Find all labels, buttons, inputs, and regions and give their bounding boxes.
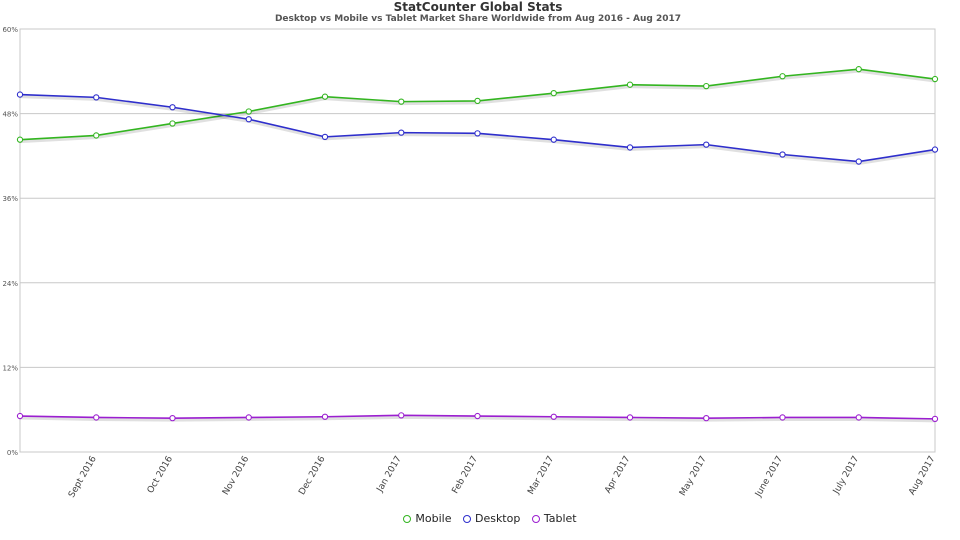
data-point-desktop (550, 136, 557, 143)
y-tick-label: 12% (2, 364, 18, 372)
data-point-desktop (93, 94, 100, 101)
chart-subtitle: Desktop vs Mobile vs Tablet Market Share… (274, 14, 682, 24)
legend-item-tablet[interactable]: Tablet (527, 512, 577, 525)
y-tick-label: 36% (2, 195, 18, 203)
data-point-desktop (169, 104, 176, 111)
x-tick-label: Mar 2017 (526, 455, 556, 497)
data-point-tablet (703, 415, 710, 422)
y-tick-label: 24% (2, 280, 18, 288)
x-tick-label: May 2017 (678, 455, 709, 498)
legend-label-mobile: Mobile (415, 512, 452, 525)
plot-area (19, 28, 936, 453)
x-tick-label: Apr 2017 (603, 455, 632, 496)
x-tick-label: Oct 2016 (146, 454, 175, 495)
legend-item-desktop[interactable]: Desktop (458, 512, 521, 525)
x-tick-label: Sept 2016 (67, 454, 99, 499)
data-point-tablet (855, 414, 862, 421)
legend-marker-desktop-icon (458, 514, 475, 523)
x-tick-label: June 2017 (753, 455, 785, 500)
x-tick-label: Aug 2017 (907, 455, 937, 498)
data-point-mobile (550, 90, 557, 97)
data-point-desktop (474, 130, 481, 137)
data-point-tablet (931, 415, 939, 423)
data-point-tablet (626, 414, 634, 421)
data-point-desktop (398, 129, 405, 136)
data-point-mobile (93, 132, 100, 139)
data-point-tablet (398, 412, 405, 419)
data-point-desktop (703, 141, 710, 148)
data-point-desktop (245, 116, 252, 123)
data-point-tablet (16, 412, 24, 420)
data-point-tablet (169, 415, 176, 422)
x-tick-label: Jan 2017 (375, 455, 404, 495)
legend: Mobile Desktop Tablet (0, 512, 960, 526)
y-tick-label: 0% (7, 449, 18, 457)
data-point-desktop (931, 146, 939, 153)
data-point-desktop (626, 144, 634, 151)
data-point-mobile (398, 98, 405, 105)
data-point-desktop (779, 151, 786, 158)
legend-marker-mobile-icon (399, 514, 416, 523)
legend-label-desktop: Desktop (474, 512, 521, 525)
legend-marker-tablet-icon (527, 514, 544, 523)
data-point-mobile (16, 136, 24, 143)
data-point-desktop (321, 133, 329, 141)
legend-label-tablet: Tablet (543, 512, 577, 525)
data-point-mobile (626, 81, 634, 88)
y-tick-label: 60% (2, 26, 18, 34)
data-point-mobile (169, 120, 176, 127)
data-point-tablet (474, 412, 481, 420)
data-point-mobile (321, 93, 329, 100)
x-tick-label: Feb 2017 (451, 455, 481, 496)
x-tick-label: Dec 2016 (297, 454, 327, 497)
data-point-tablet (245, 414, 252, 421)
data-point-mobile (931, 75, 939, 83)
legend-item-mobile[interactable]: Mobile (399, 512, 452, 525)
data-point-mobile (245, 108, 252, 115)
data-point-mobile (474, 97, 481, 105)
series-shadow-desktop (19, 95, 936, 166)
data-point-mobile (779, 73, 786, 80)
data-point-desktop (16, 91, 24, 98)
data-point-tablet (550, 413, 557, 420)
y-tick-label: 48% (2, 111, 18, 119)
data-point-tablet (779, 414, 786, 421)
data-point-mobile (855, 66, 862, 73)
x-tick-label: Nov 2016 (221, 454, 251, 497)
data-point-mobile (703, 82, 710, 90)
x-tick-label: July 2017 (831, 455, 861, 497)
chart-title: StatCounter Global Stats (393, 0, 563, 14)
data-point-tablet (93, 414, 100, 421)
data-point-tablet (321, 413, 329, 420)
data-point-desktop (855, 158, 862, 165)
